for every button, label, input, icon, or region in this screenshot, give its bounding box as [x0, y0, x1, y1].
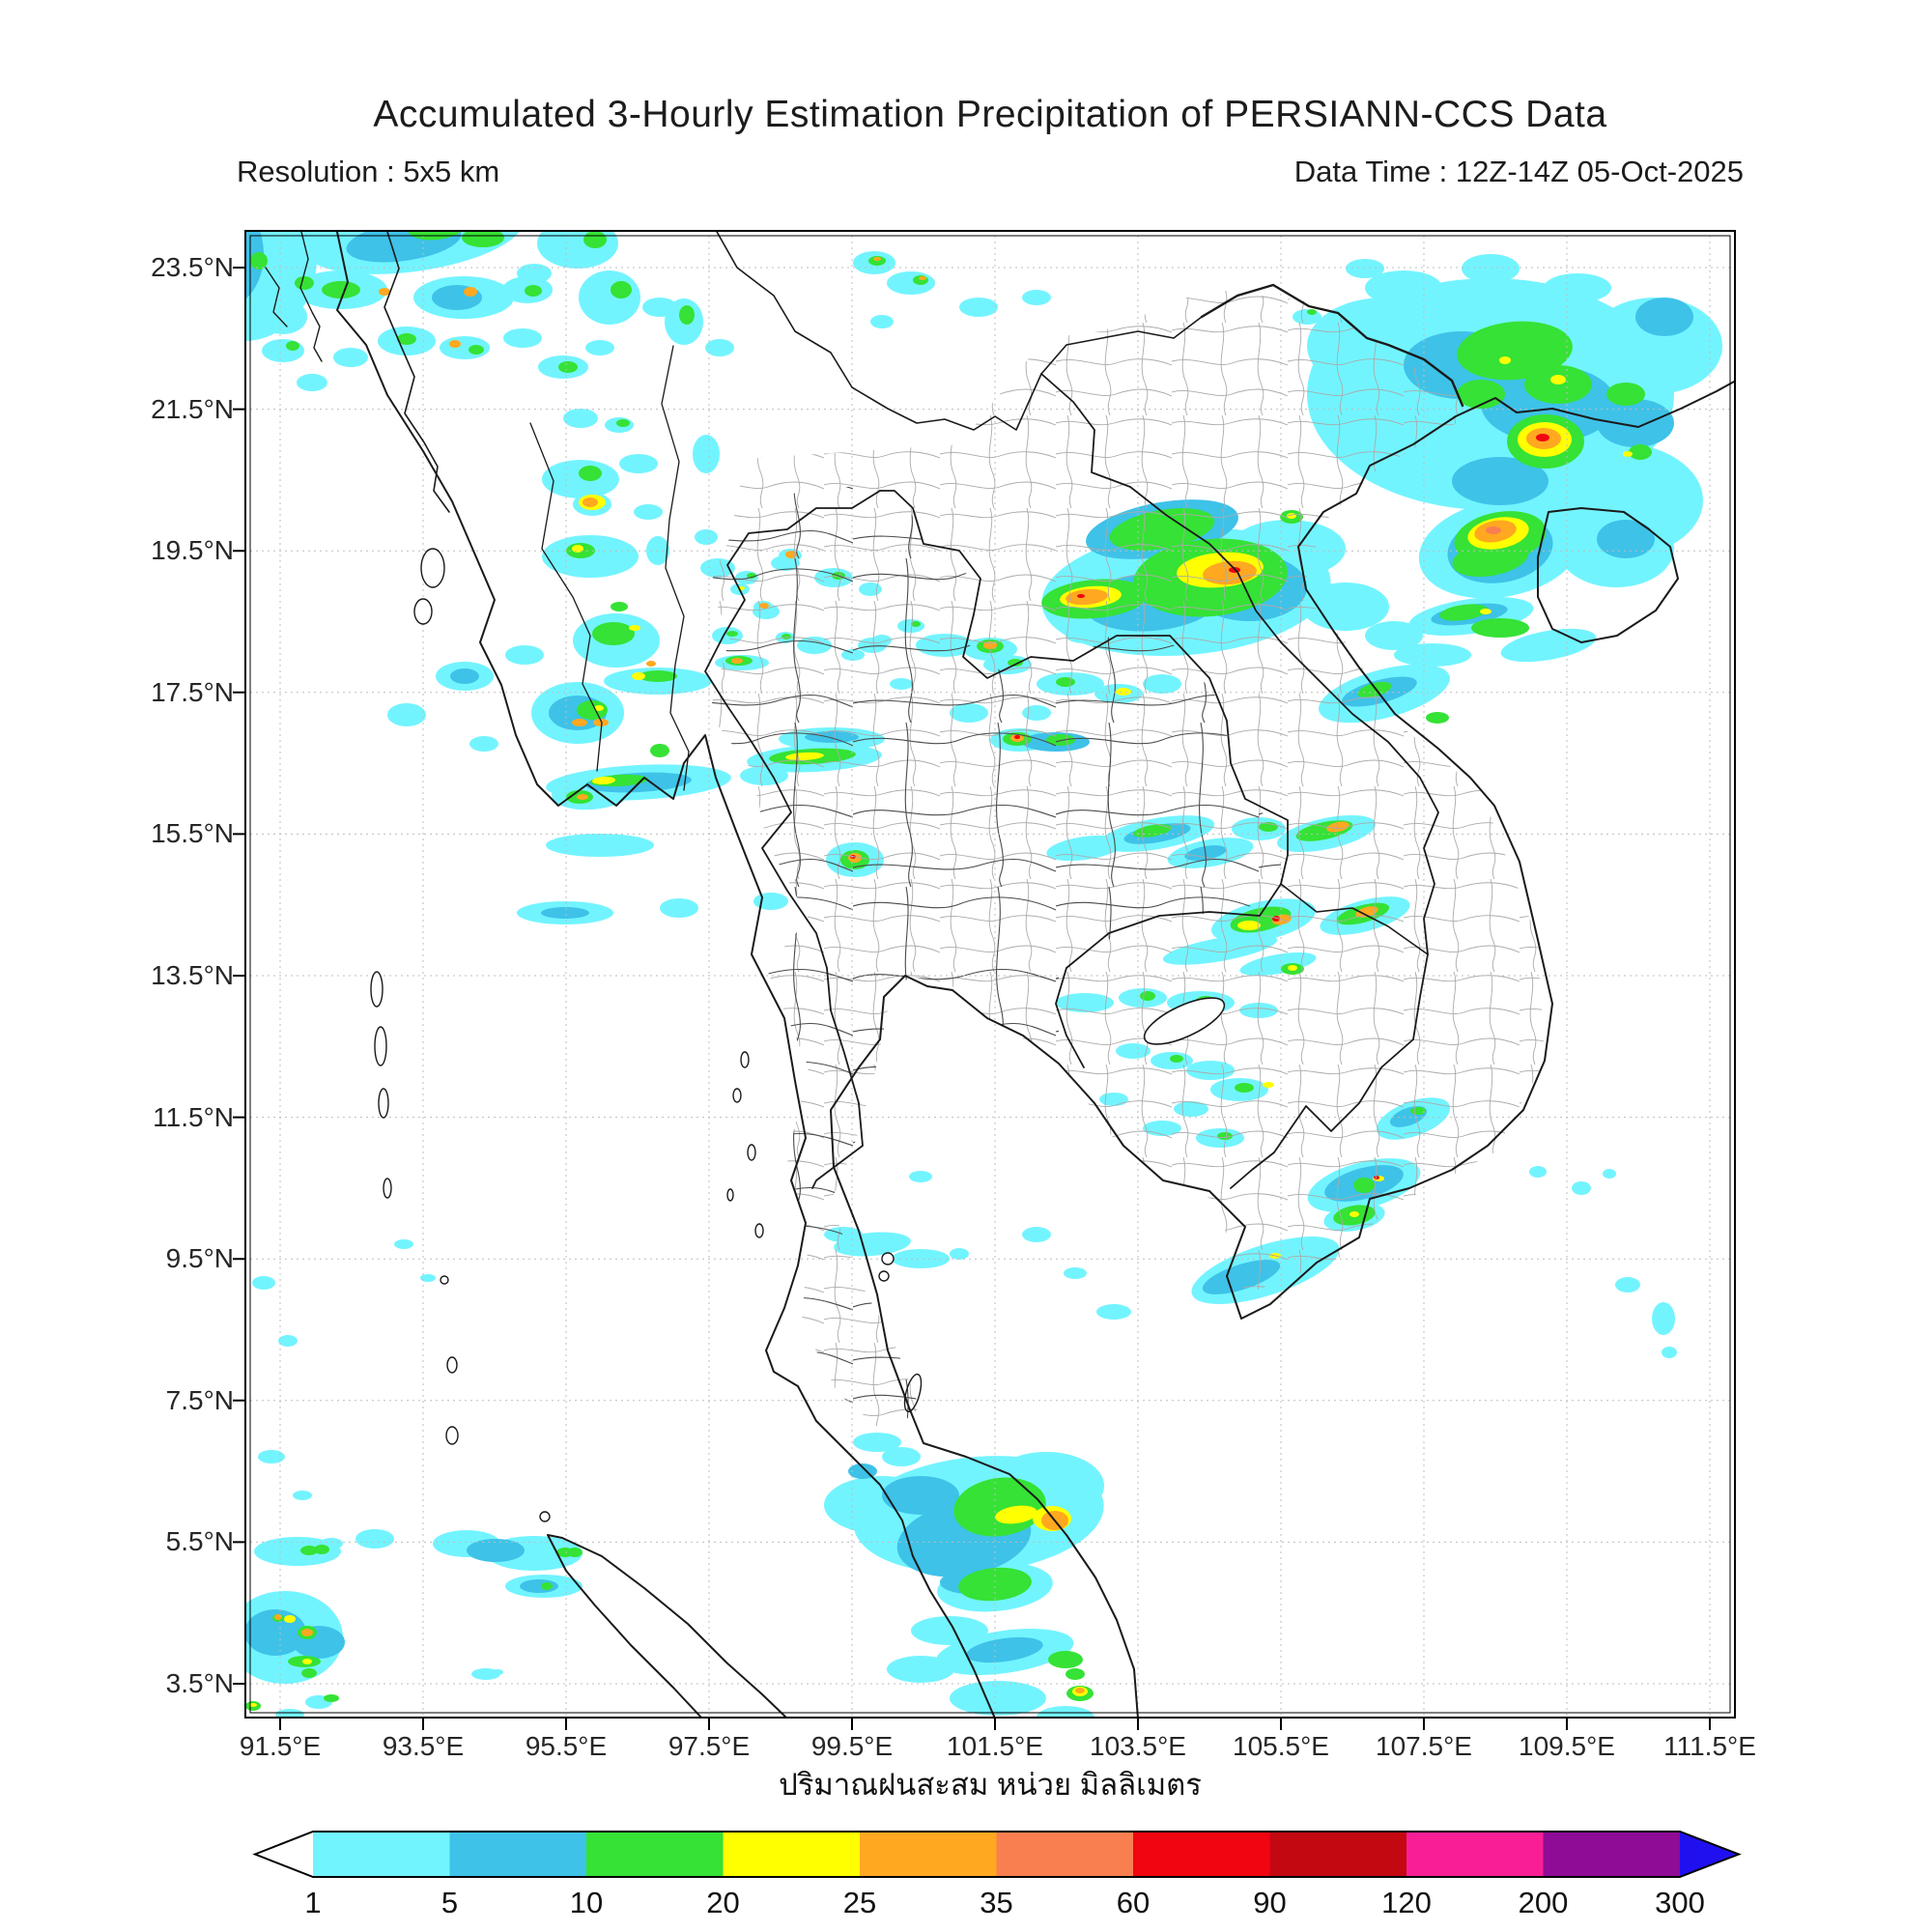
lon-tick-label: 91.5°E — [239, 1731, 322, 1761]
colorbar-title-thai: ปริมาณฝนสะสม หน่วย มิลลิเมตร — [779, 1768, 1202, 1802]
lon-tick-label: 93.5°E — [382, 1731, 465, 1761]
lat-tick-label: 13.5°N — [151, 960, 234, 990]
colorbar-tick-label: 35 — [980, 1886, 1013, 1919]
lon-tick-label: 105.5°E — [1233, 1731, 1329, 1761]
lon-tick-label: 97.5°E — [668, 1731, 751, 1761]
colorbar-tick-label: 25 — [842, 1886, 877, 1919]
colorbar-tick-label: 300 — [1655, 1886, 1705, 1919]
map-frame — [244, 230, 1736, 1719]
lat-tick-label: 15.5°N — [151, 818, 234, 849]
lat-tick-label: 5.5°N — [165, 1526, 234, 1557]
colorbar-tick-label: 20 — [706, 1886, 740, 1919]
page-title: Accumulated 3-Hourly Estimation Precipit… — [373, 94, 1607, 135]
lon-tick-label: 103.5°E — [1090, 1731, 1186, 1761]
precipitation-map — [233, 230, 1736, 1730]
colorbar-tick-label: 1 — [304, 1886, 322, 1919]
colorbar-tick-label: 120 — [1381, 1886, 1432, 1919]
lon-tick-label: 107.5°E — [1376, 1731, 1472, 1761]
colorbar-tick-label: 60 — [1116, 1886, 1151, 1919]
colorbar-tick-label: 5 — [440, 1886, 459, 1919]
lon-tick-label: 111.5°E — [1663, 1731, 1756, 1761]
lon-tick-label: 95.5°E — [525, 1731, 608, 1761]
resolution-label: Resolution : 5x5 km — [237, 155, 500, 188]
colorbar-tick-label: 90 — [1253, 1886, 1287, 1919]
axis-ticks — [233, 267, 1711, 1730]
subheader: Resolution : 5x5 km Data Time : 12Z-14Z … — [237, 155, 1744, 189]
lat-tick-label: 3.5°N — [165, 1668, 234, 1698]
lat-tick-label: 7.5°N — [165, 1384, 234, 1415]
islands — [370, 548, 895, 1522]
lat-tick-label: 19.5°N — [151, 535, 234, 566]
lon-tick-label: 99.5°E — [810, 1731, 894, 1761]
colorbar-tick-label: 200 — [1518, 1886, 1569, 1919]
colorbar-tick-label: 10 — [569, 1886, 604, 1919]
lon-tick-label: 101.5°E — [947, 1731, 1043, 1761]
lon-tick-label: 109.5°E — [1519, 1731, 1615, 1761]
colorbar — [252, 1831, 1742, 1878]
lat-tick-label: 21.5°N — [151, 393, 234, 424]
coastlines-and-borders — [265, 230, 1736, 1719]
lat-tick-label: 17.5°N — [151, 676, 234, 707]
lat-tick-label: 9.5°N — [165, 1243, 234, 1274]
lat-tick-label: 11.5°N — [153, 1101, 234, 1132]
data-time-label: Data Time : 12Z-14Z 05-Oct-2025 — [1293, 155, 1744, 188]
lat-tick-label: 23.5°N — [151, 252, 234, 282]
